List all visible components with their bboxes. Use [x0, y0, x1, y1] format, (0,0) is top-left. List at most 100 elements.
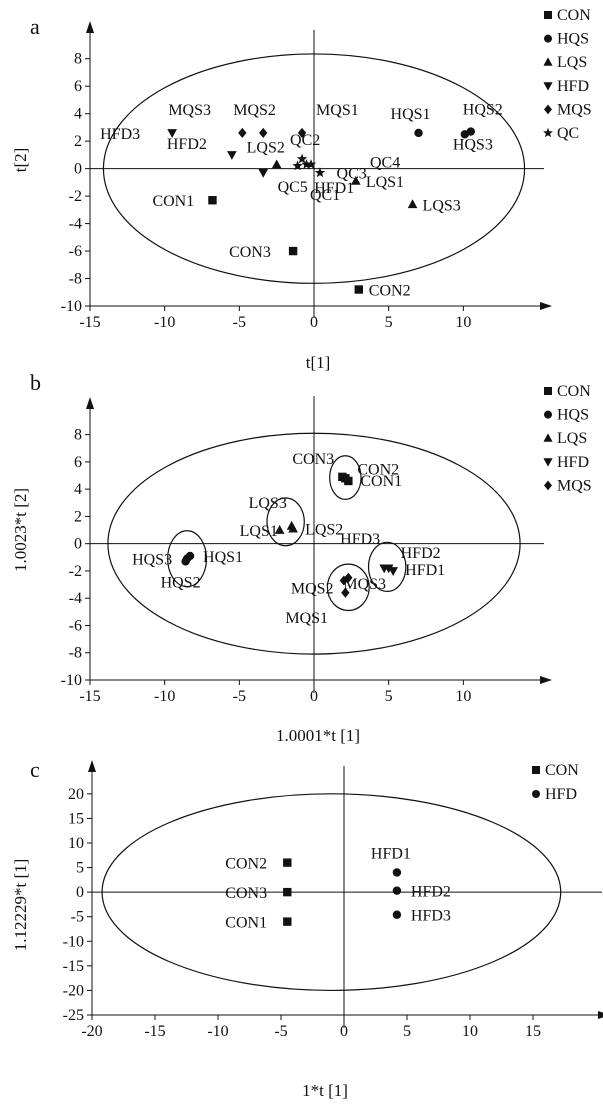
y-tick-label: 2 — [74, 133, 82, 150]
data-point-qc4 — [305, 159, 317, 169]
data-point-qc5 — [292, 160, 303, 171]
legend-entry: CON — [545, 762, 579, 779]
legend-marker-lqs — [543, 57, 553, 66]
legend-entry: QC — [557, 125, 579, 142]
panel-label: c — [30, 757, 40, 782]
point-label: MQS2 — [233, 102, 276, 119]
point-label: HFD3 — [340, 531, 380, 548]
point-label: MQS1 — [285, 610, 328, 627]
y-axis-title: 1.0023*t [2] — [11, 488, 30, 572]
point-label: HFD2 — [411, 884, 451, 901]
data-point-lqs3 — [407, 199, 418, 209]
point-label: CON2 — [357, 461, 399, 478]
y-tick-label: 0 — [76, 884, 84, 901]
y-tick-label: 15 — [68, 810, 84, 827]
x-tick-label: -10 — [154, 314, 175, 331]
x-tick-label: 0 — [310, 314, 318, 331]
x-axis-arrow-icon — [540, 676, 552, 684]
y-tick-label: -2 — [69, 188, 82, 205]
y-tick-label: 4 — [74, 481, 82, 498]
point-label: LQS1 — [240, 523, 278, 540]
panel-label: a — [30, 14, 40, 39]
y-axis-title: 1.12229*t [1] — [11, 859, 30, 952]
y-axis-title: t[2] — [11, 148, 30, 173]
x-axis-title: 1*t [1] — [302, 1081, 348, 1100]
legend-marker-hfd — [543, 458, 553, 467]
legend-marker-hqs — [544, 410, 552, 419]
legend-entry: LQS — [557, 430, 587, 447]
x-axis-title: t[1] — [306, 353, 331, 372]
y-tick-label: -8 — [69, 271, 82, 288]
y-tick-label: -6 — [69, 617, 82, 634]
point-label: HFD3 — [100, 126, 140, 143]
confidence-ellipse — [107, 432, 521, 655]
data-point-con2 — [283, 858, 292, 867]
y-tick-label: 0 — [74, 161, 82, 178]
y-tick-label: 20 — [68, 786, 84, 803]
panel-a-score-plot: a-15 -10 -5 0 5 10-10-8-6-4-202468t[1]t[2]CON… — [11, 7, 592, 372]
data-point-mqs3 — [238, 127, 247, 138]
group-ellipse-hfd — [367, 541, 407, 592]
x-axis-title: 1.0001*t [1] — [276, 726, 360, 745]
data-point-lqs3 — [286, 520, 297, 530]
data-point-hqs1 — [414, 128, 423, 138]
data-point-hfd3 — [392, 910, 402, 919]
point-label: CON3 — [229, 244, 271, 261]
y-tick-label: 2 — [74, 508, 82, 525]
group-ellipse-hqs — [167, 530, 208, 588]
x-tick-label: -5 — [274, 1023, 287, 1040]
data-point-con3 — [288, 246, 298, 256]
x-tick-label: 10 — [455, 688, 471, 705]
point-label: MQS3 — [168, 102, 211, 119]
legend-marker-con — [544, 11, 552, 19]
point-label: LQS3 — [249, 495, 287, 512]
data-point-qc3 — [301, 159, 312, 169]
panel-label: b — [30, 370, 41, 395]
x-tick-label: 0 — [310, 688, 318, 705]
y-tick-label: -10 — [61, 672, 82, 689]
point-label: MQS3 — [343, 576, 386, 593]
data-point-con3 — [283, 887, 292, 897]
x-tick-label: -15 — [79, 314, 100, 331]
point-label: QC2 — [290, 132, 320, 149]
point-label: HQS3 — [453, 136, 493, 153]
point-label: CON3 — [225, 885, 267, 902]
data-point-mqs1 — [341, 587, 350, 598]
data-point-hfd1 — [392, 868, 402, 877]
y-axis-arrow-icon — [88, 760, 96, 772]
x-axis-arrow-icon — [598, 1011, 603, 1019]
point-label: CON1 — [152, 193, 194, 210]
x-tick-label: -10 — [154, 688, 175, 705]
data-point-con2 — [354, 285, 363, 294]
x-tick-label: -15 — [79, 688, 100, 705]
point-label: HFD1 — [314, 180, 354, 197]
point-label: QC5 — [278, 179, 308, 196]
x-tick-label: -20 — [81, 1023, 102, 1040]
point-label: QC3 — [337, 166, 367, 183]
point-label: CON1 — [360, 473, 402, 490]
legend-marker-mqs — [544, 480, 552, 491]
legend-entry: MQS — [557, 477, 592, 494]
point-label: HQS1 — [203, 549, 243, 566]
legend-entry: HFD — [557, 78, 589, 95]
point-label: HQS3 — [132, 552, 172, 569]
x-tick-label: 10 — [462, 1023, 478, 1040]
point-label: QC1 — [310, 187, 340, 204]
data-point-hfd3 — [167, 129, 177, 138]
y-axis-arrow-icon — [86, 21, 94, 33]
data-point-hqs3 — [182, 554, 192, 563]
point-label: HFD2 — [167, 136, 207, 153]
point-label: CON3 — [292, 451, 334, 468]
legend-entry: CON — [557, 7, 591, 24]
data-point-hfd2 — [227, 151, 237, 160]
legend-marker-lqs — [543, 433, 553, 442]
point-label: HFD2 — [401, 545, 441, 562]
data-point-con1 — [283, 917, 292, 926]
y-tick-label: -10 — [63, 933, 84, 950]
point-label: MQS1 — [316, 102, 359, 119]
y-tick-label: -20 — [63, 982, 84, 999]
legend-entry: MQS — [557, 101, 592, 118]
legend-marker-con — [544, 387, 552, 395]
point-label: HFD3 — [411, 908, 451, 925]
